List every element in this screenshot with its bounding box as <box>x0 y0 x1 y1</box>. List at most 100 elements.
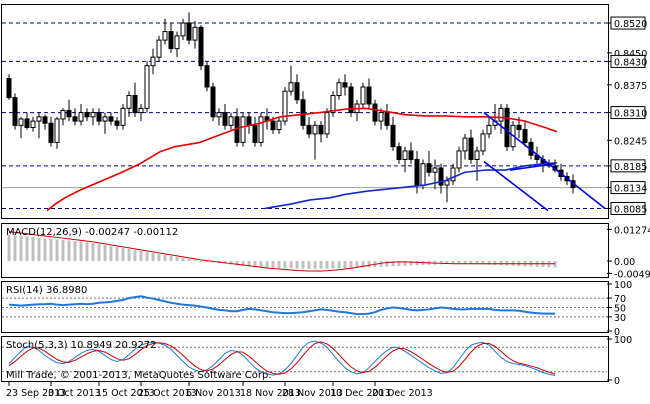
price-layer <box>2 12 607 212</box>
level-price-label: 0.8310 <box>614 109 647 120</box>
macd-histogram-bar <box>97 244 101 262</box>
macd-signal-line <box>8 231 555 272</box>
macd-histogram-bar <box>109 246 113 262</box>
macd-histogram-bar <box>439 261 443 265</box>
candle-body <box>480 133 486 152</box>
candle-body <box>384 112 390 126</box>
trend-channel-line <box>483 160 549 212</box>
macd-histogram-bar <box>31 236 35 262</box>
current-price-label-box <box>610 181 646 195</box>
rsi-tick-label: 0 <box>614 327 620 338</box>
candle-body <box>198 26 204 67</box>
candle-body <box>24 118 30 128</box>
candle-body <box>456 150 462 169</box>
candle-body <box>192 26 198 41</box>
macd-histogram-bar <box>487 261 491 265</box>
candle-body <box>210 86 216 118</box>
macd-histogram-bar <box>49 238 53 262</box>
macd-histogram-bar <box>253 261 257 267</box>
level-price-label: 0.8185 <box>614 162 647 173</box>
macd-histogram-bar <box>19 235 23 262</box>
macd-histogram-bar <box>145 252 149 262</box>
candle-body <box>414 158 420 186</box>
macd-histogram-bar <box>199 260 203 262</box>
macd-histogram-bar <box>403 261 407 266</box>
macd-histogram-bar <box>103 245 107 262</box>
macd-histogram-bar <box>499 261 503 266</box>
macd-histogram-bar <box>55 239 59 262</box>
macd-histogram-bar <box>151 253 155 262</box>
macd-histogram-bar <box>25 236 29 262</box>
candle-body <box>132 95 138 114</box>
stoch-label: Stoch(5,3,3) 10.8949 20.9272 <box>6 340 157 351</box>
candle-body <box>30 120 36 128</box>
macd-histogram-bar <box>259 261 263 268</box>
candle-body <box>156 39 162 58</box>
macd-histogram-bar <box>121 248 125 262</box>
candle-body <box>288 82 294 92</box>
trend-channel-line <box>483 111 606 210</box>
date-label: 18 Nov 2013 <box>240 388 301 399</box>
candle-body <box>120 107 126 126</box>
macd-histogram-bar <box>337 261 341 269</box>
macd-histogram-bar <box>379 261 383 267</box>
candle-body <box>138 107 144 114</box>
macd-histogram-bar <box>331 261 335 269</box>
candle-body <box>96 112 102 122</box>
candle-body <box>444 180 450 186</box>
macd-histogram-bar <box>283 261 287 269</box>
macd-histogram-bar <box>469 261 473 265</box>
candle-body <box>294 82 300 101</box>
macd-tick-label: 0.00 <box>614 257 635 268</box>
candle-body <box>246 116 252 126</box>
macd-histogram-bar <box>193 260 197 262</box>
rsi-tick-label: 30 <box>614 313 626 324</box>
macd-histogram-bar <box>271 261 275 268</box>
macd-histogram-bar <box>397 261 401 267</box>
macd-histogram-bar <box>157 254 161 262</box>
candle-body <box>390 124 396 148</box>
candle-body <box>12 97 18 126</box>
candle-body <box>6 77 12 99</box>
macd-histogram-bar <box>295 261 299 269</box>
candle-body <box>258 116 264 143</box>
macd-histogram-bar <box>115 247 119 262</box>
candle-body <box>66 109 72 118</box>
candle-body <box>150 56 156 67</box>
stoch-panel-frame <box>1 336 609 382</box>
candle-body <box>276 120 282 131</box>
level-price-label-box <box>610 16 646 30</box>
candle-body <box>228 116 234 126</box>
date-label: 23 Sep 2013 <box>6 388 66 399</box>
candle-body <box>282 90 288 122</box>
macd-histogram-bar <box>349 261 353 269</box>
macd-histogram-bar <box>91 243 95 262</box>
candle-body <box>90 112 96 118</box>
level-price-label-box <box>610 54 646 68</box>
candle-body <box>180 22 186 37</box>
date-label: 20 Dec 2013 <box>372 388 433 399</box>
macd-layer <box>7 231 557 272</box>
candle-body <box>48 122 54 143</box>
macd-histogram-bar <box>463 261 467 264</box>
moving-average-red <box>46 107 558 212</box>
stoch-layer <box>2 340 607 376</box>
candle-body <box>408 150 414 160</box>
candle-body <box>54 118 60 143</box>
candle-body <box>42 116 48 124</box>
candle-body <box>18 118 24 126</box>
macd-histogram-bar <box>187 259 191 262</box>
date-label: 28 Nov 2013 <box>282 388 343 399</box>
macd-histogram-bar <box>175 257 179 262</box>
macd-histogram-bar <box>313 261 317 269</box>
macd-histogram-bar <box>163 255 167 262</box>
candle-body <box>396 146 402 160</box>
macd-histogram-bar <box>181 258 185 262</box>
rsi-panel-frame <box>1 281 609 333</box>
macd-histogram-bar <box>385 261 389 267</box>
rsi-tick-label: 50 <box>614 304 626 315</box>
level-price-label-box <box>610 106 646 120</box>
candle-body <box>402 150 408 160</box>
stoch-tick-label: 0 <box>614 376 620 387</box>
